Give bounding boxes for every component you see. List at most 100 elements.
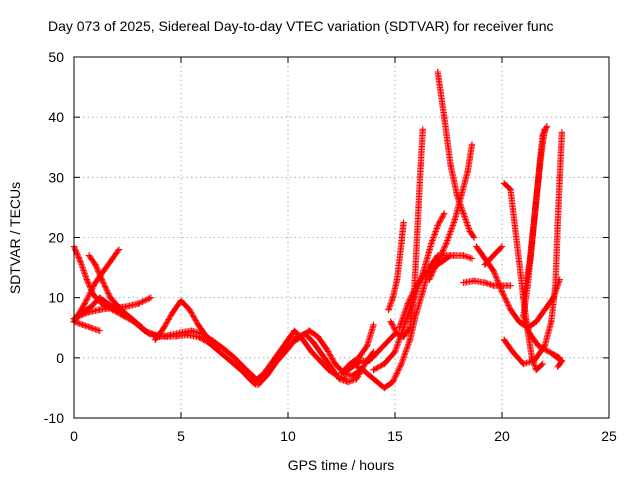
data-point [188, 327, 195, 334]
data-point [385, 306, 392, 313]
data-point [389, 378, 397, 386]
series-sat-g [152, 297, 210, 343]
data-point [398, 360, 405, 368]
data-point [498, 288, 506, 295]
y-tick-label: 10 [48, 290, 64, 306]
data-point [220, 345, 227, 353]
series-sat-f [70, 318, 103, 334]
data-point [284, 345, 292, 353]
data-point [470, 234, 478, 241]
data-point [498, 243, 506, 250]
data-point [306, 327, 313, 334]
data-point [447, 162, 454, 169]
data-point [554, 363, 561, 371]
data-point [359, 366, 367, 374]
data-point [524, 282, 531, 289]
x-tick-label: 5 [177, 428, 185, 444]
data-point [396, 324, 403, 331]
data-point [334, 372, 341, 380]
series-sat-t [460, 277, 514, 289]
x-tick-label: 25 [601, 428, 617, 444]
data-point [331, 360, 339, 368]
data-point [147, 294, 155, 301]
data-point [406, 324, 414, 331]
data-point [139, 324, 146, 331]
series-segment [415, 163, 424, 211]
data-point [468, 141, 476, 148]
data-point [533, 198, 540, 205]
data-point [115, 246, 123, 253]
series-sat-j [250, 327, 349, 386]
y-tick-label: -10 [44, 410, 64, 426]
data-point [441, 210, 448, 217]
data-point [507, 306, 514, 313]
series-sat-aa [550, 351, 566, 371]
series-segment [385, 296, 396, 313]
data-point [96, 327, 103, 334]
data-point [511, 222, 519, 229]
data-point [340, 369, 347, 377]
data-point [490, 267, 497, 274]
data-point [250, 378, 257, 386]
series-segment [556, 130, 565, 181]
series-sat-u [473, 243, 563, 331]
data-point [552, 282, 559, 289]
data-point [515, 258, 523, 265]
series-segment [464, 142, 475, 175]
chart-title: Day 073 of 2025, Sidereal Day-to-day VTE… [48, 18, 554, 34]
data-point [545, 348, 553, 356]
data-point [500, 336, 508, 343]
y-axis-title: SDTVAR / TECUs [7, 182, 23, 294]
data-point [426, 276, 433, 283]
data-point [458, 192, 465, 199]
data-point [554, 222, 561, 229]
data-point [169, 309, 176, 316]
data-point [530, 357, 538, 365]
data-point [413, 282, 420, 289]
data-point [342, 375, 349, 383]
data-point [387, 318, 394, 325]
data-point [109, 304, 116, 312]
data-point [509, 348, 516, 356]
data-point [398, 240, 405, 247]
series-segment [441, 114, 454, 167]
data-point [325, 366, 332, 374]
series-segment [511, 222, 523, 264]
data-point [107, 294, 114, 301]
y-tick-label: 30 [48, 169, 64, 185]
data-point [316, 357, 324, 365]
data-point [92, 261, 99, 268]
series-segment [434, 68, 448, 119]
data-point [515, 318, 523, 325]
data-point [460, 252, 467, 259]
data-point [370, 375, 377, 383]
series-sat-z [500, 129, 566, 368]
y-tick-label: 50 [48, 49, 64, 65]
data-point [83, 309, 91, 316]
series-segment [458, 169, 471, 199]
data-point [203, 333, 210, 340]
axis-ticks: 0 5 10 15 20 25 -10 0 10 20 30 40 50 [44, 49, 617, 444]
data-point [152, 336, 159, 343]
data-point [481, 261, 489, 268]
data-point [550, 351, 557, 359]
data-point [468, 255, 476, 262]
x-axis-title: GPS time / hours [288, 457, 395, 473]
data-point [389, 294, 397, 301]
data-point [177, 297, 185, 304]
data-point [102, 264, 110, 271]
y-tick-label: 20 [48, 230, 64, 246]
data-point [96, 294, 103, 301]
data-point [227, 357, 234, 365]
data-point [460, 279, 467, 286]
series-segment [135, 295, 153, 307]
series-segment [443, 217, 458, 247]
plot-area [70, 68, 566, 392]
series-segment [393, 241, 405, 283]
data-point [535, 342, 542, 349]
data-point [460, 210, 467, 217]
data-point [400, 219, 407, 226]
data-point [383, 339, 390, 346]
data-point [370, 366, 377, 374]
data-point [135, 300, 142, 307]
